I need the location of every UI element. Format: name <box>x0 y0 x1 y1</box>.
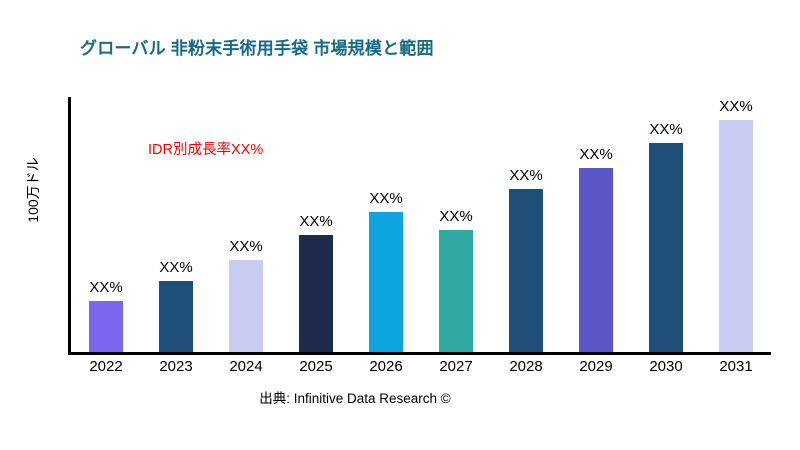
bar <box>719 119 753 352</box>
bar <box>369 211 403 352</box>
bar-value-label: XX% <box>229 238 263 256</box>
bar-value-label: XX% <box>439 207 473 225</box>
x-tick-label: 2023 <box>159 358 193 375</box>
source-caption: 出典: Infinitive Data Research © <box>259 391 451 406</box>
bar <box>649 142 683 352</box>
growth-rate-annotation: IDR別成長率XX% <box>148 142 264 158</box>
x-axis-tick-row: 2022 2023 2024 2025 2026 2027 2028 2029 2030 2031 <box>71 358 771 375</box>
bar-group-2026: XX% <box>351 97 421 352</box>
bar <box>439 229 473 352</box>
bar-value-label: XX% <box>369 189 403 207</box>
bar-group-2028: XX% <box>491 97 561 352</box>
x-tick-label: 2025 <box>299 358 333 375</box>
bar <box>89 301 123 352</box>
bar-value-label: XX% <box>299 212 333 230</box>
x-tick-label: 2022 <box>89 358 123 375</box>
x-tick-label: 2024 <box>229 358 263 375</box>
x-tick-label: 2028 <box>509 358 543 375</box>
bar <box>509 188 543 352</box>
x-tick-label: 2031 <box>719 358 753 375</box>
bar-group-2029: XX% <box>561 97 631 352</box>
bar <box>299 234 333 352</box>
bar-group-2022: XX% <box>71 97 141 352</box>
bar-series: XX% XX% XX% XX% XX% XX% XX% XX% XX% XX% <box>71 97 771 352</box>
bar-value-label: XX% <box>579 146 613 164</box>
bar <box>159 280 193 352</box>
bar-value-label: XX% <box>719 97 753 115</box>
x-tick-label: 2029 <box>579 358 613 375</box>
chart-title: グローバル 非粉末手術用手袋 市場規模と範囲 <box>80 39 434 58</box>
plot-area: XX% XX% XX% XX% XX% XX% XX% XX% XX% XX% <box>68 97 771 355</box>
bar-value-label: XX% <box>509 166 543 184</box>
bar-group-2027: XX% <box>421 97 491 352</box>
bar <box>229 260 263 352</box>
bar-group-2030: XX% <box>631 97 701 352</box>
bar-group-2024: XX% <box>211 97 281 352</box>
bar-group-2031: XX% <box>701 97 771 352</box>
bar-group-2025: XX% <box>281 97 351 352</box>
bar-value-label: XX% <box>649 120 683 138</box>
bar-group-2023: XX% <box>141 97 211 352</box>
x-tick-label: 2030 <box>649 358 683 375</box>
bar-value-label: XX% <box>159 258 193 276</box>
x-tick-label: 2027 <box>439 358 473 375</box>
y-axis-label: 100万ドル <box>25 157 41 223</box>
bar-value-label: XX% <box>89 279 123 296</box>
bar <box>579 168 613 352</box>
x-tick-label: 2026 <box>369 358 403 375</box>
